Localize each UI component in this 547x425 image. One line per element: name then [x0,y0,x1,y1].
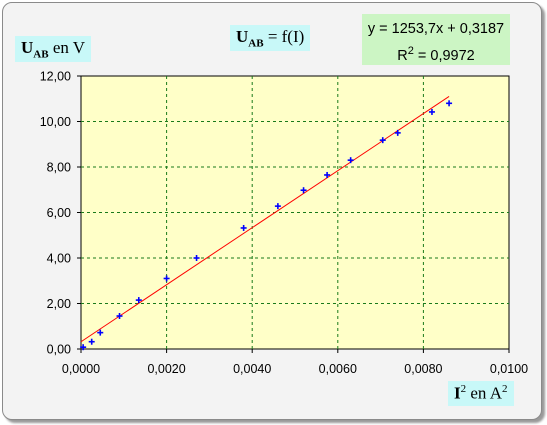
data-point [300,187,307,194]
x-tick-label: 0,0020 [147,362,185,376]
data-point [324,171,331,178]
y-tick-label: 12,00 [40,70,71,84]
data-point [394,129,401,136]
x-tick-label: 0,0060 [319,362,357,376]
r-squared: R2 = 0,9972 [397,45,475,64]
x-tick-label: 0,0000 [62,362,100,376]
data-point [97,329,104,336]
data-point [274,203,281,210]
y-tick-label: 6,00 [47,206,71,220]
trendline-equation-box: y = 1253,7x + 0,3187 R2 = 0,9972 [362,14,510,65]
chart-title: UAB = f(I) [230,25,311,52]
x-axis-label: I2 en A2 [448,381,514,406]
data-point [446,100,453,107]
x-tick-label: 0,0040 [233,362,271,376]
data-point [80,344,87,351]
data-point [135,297,142,304]
data-point [240,224,247,231]
data-point [193,255,200,261]
trendline-equation: y = 1253,7x + 0,3187 [367,21,505,37]
data-point [347,157,354,164]
plot-area [80,75,510,350]
data-point [163,275,170,282]
y-tick-label: 10,00 [40,115,71,129]
y-tick-label: 0,00 [47,343,71,357]
x-tick-label: 0,0100 [490,362,528,376]
tick-labels: 0,00 2,00 4,00 6,00 8,00 10,00 12,00 0,0000 0,00… [40,70,528,377]
x-tick-label: 0,0080 [404,362,442,376]
data-point [428,108,435,115]
data-points [80,100,453,351]
data-point [379,137,386,144]
y-axis-label: UAB en V [15,36,92,63]
y-tick-label: 2,00 [47,297,71,311]
data-point [116,313,123,320]
y-tick-label: 4,00 [47,252,71,266]
grid-lines [81,76,509,349]
data-point [88,338,95,345]
y-tick-label: 8,00 [47,161,71,175]
trendline [80,96,450,343]
